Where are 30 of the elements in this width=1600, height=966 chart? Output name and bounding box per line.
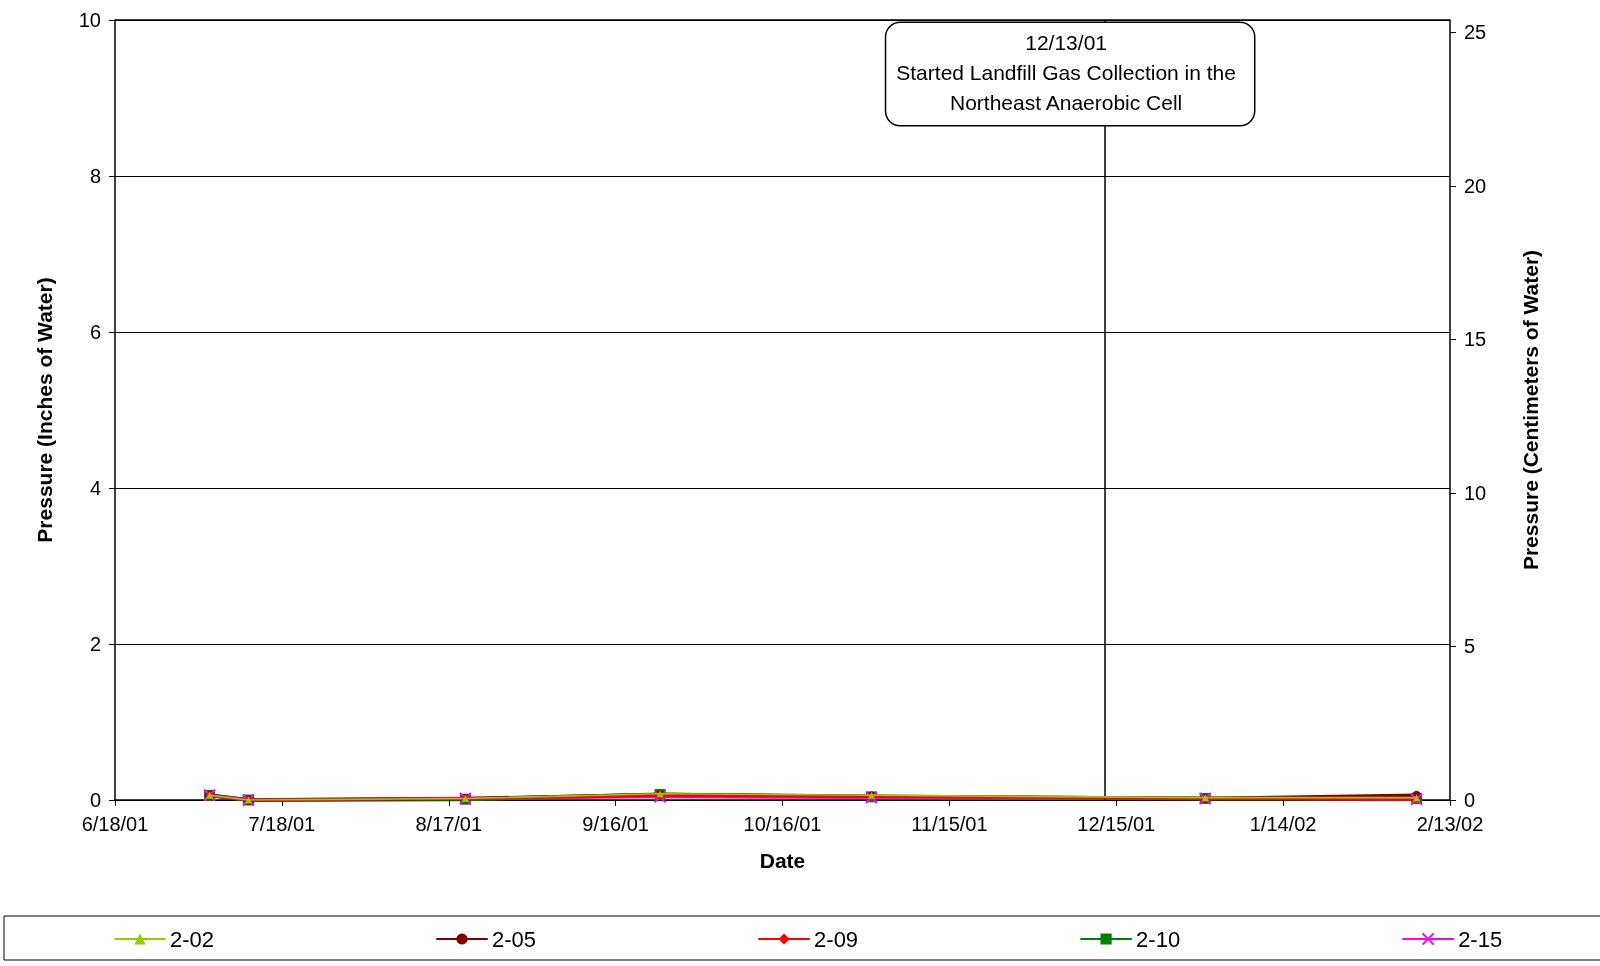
x-tick-label: 11/15/01 [911,813,988,835]
legend-label: 2-15 [1458,926,1503,952]
x-tick-label: 6/18/01 [81,813,149,835]
y-tick-label: 0 [89,789,101,811]
y2-tick-label: 15 [1464,328,1487,351]
legend-label: 2-09 [814,926,859,952]
x-tick-label: 8/17/01 [415,813,483,835]
y2-tick-label: 25 [1464,21,1487,44]
y-tick-label: 8 [89,165,101,187]
x-tick-label: 7/18/01 [248,813,316,835]
legend-label: 2-10 [1136,926,1181,952]
y2-tick-label: 10 [1464,481,1487,504]
x-tick-label: 12/15/01 [1077,813,1156,835]
y2-tick-label: 0 [1464,789,1476,811]
y2-tick-label: 20 [1464,174,1487,197]
legend-label: 2-05 [492,926,537,952]
x-tick-label: 1/14/02 [1249,813,1317,835]
y2-tick-label: 5 [1464,635,1476,658]
y-tick-label: 4 [89,477,101,499]
y-tick-label: 6 [89,321,101,343]
x-axis-title: Date [759,849,806,872]
ref-line-label: 12/13/01 Started Landfill Gas Collection in the Northeast Anaerobic Cell [896,30,1236,114]
y-tick-label: 2 [89,633,101,655]
y-tick-label: 10 [78,9,101,31]
y2-axis-title: Pressure (Centimeters of Water) [1519,249,1542,571]
x-tick-label: 9/16/01 [582,813,649,835]
y-axis-title: Pressure (Inches of Water) [33,277,56,543]
x-tick-label: 2/13/02 [1416,813,1484,835]
x-tick-label: 10/16/01 [743,813,822,835]
legend-label: 2-02 [170,926,215,952]
